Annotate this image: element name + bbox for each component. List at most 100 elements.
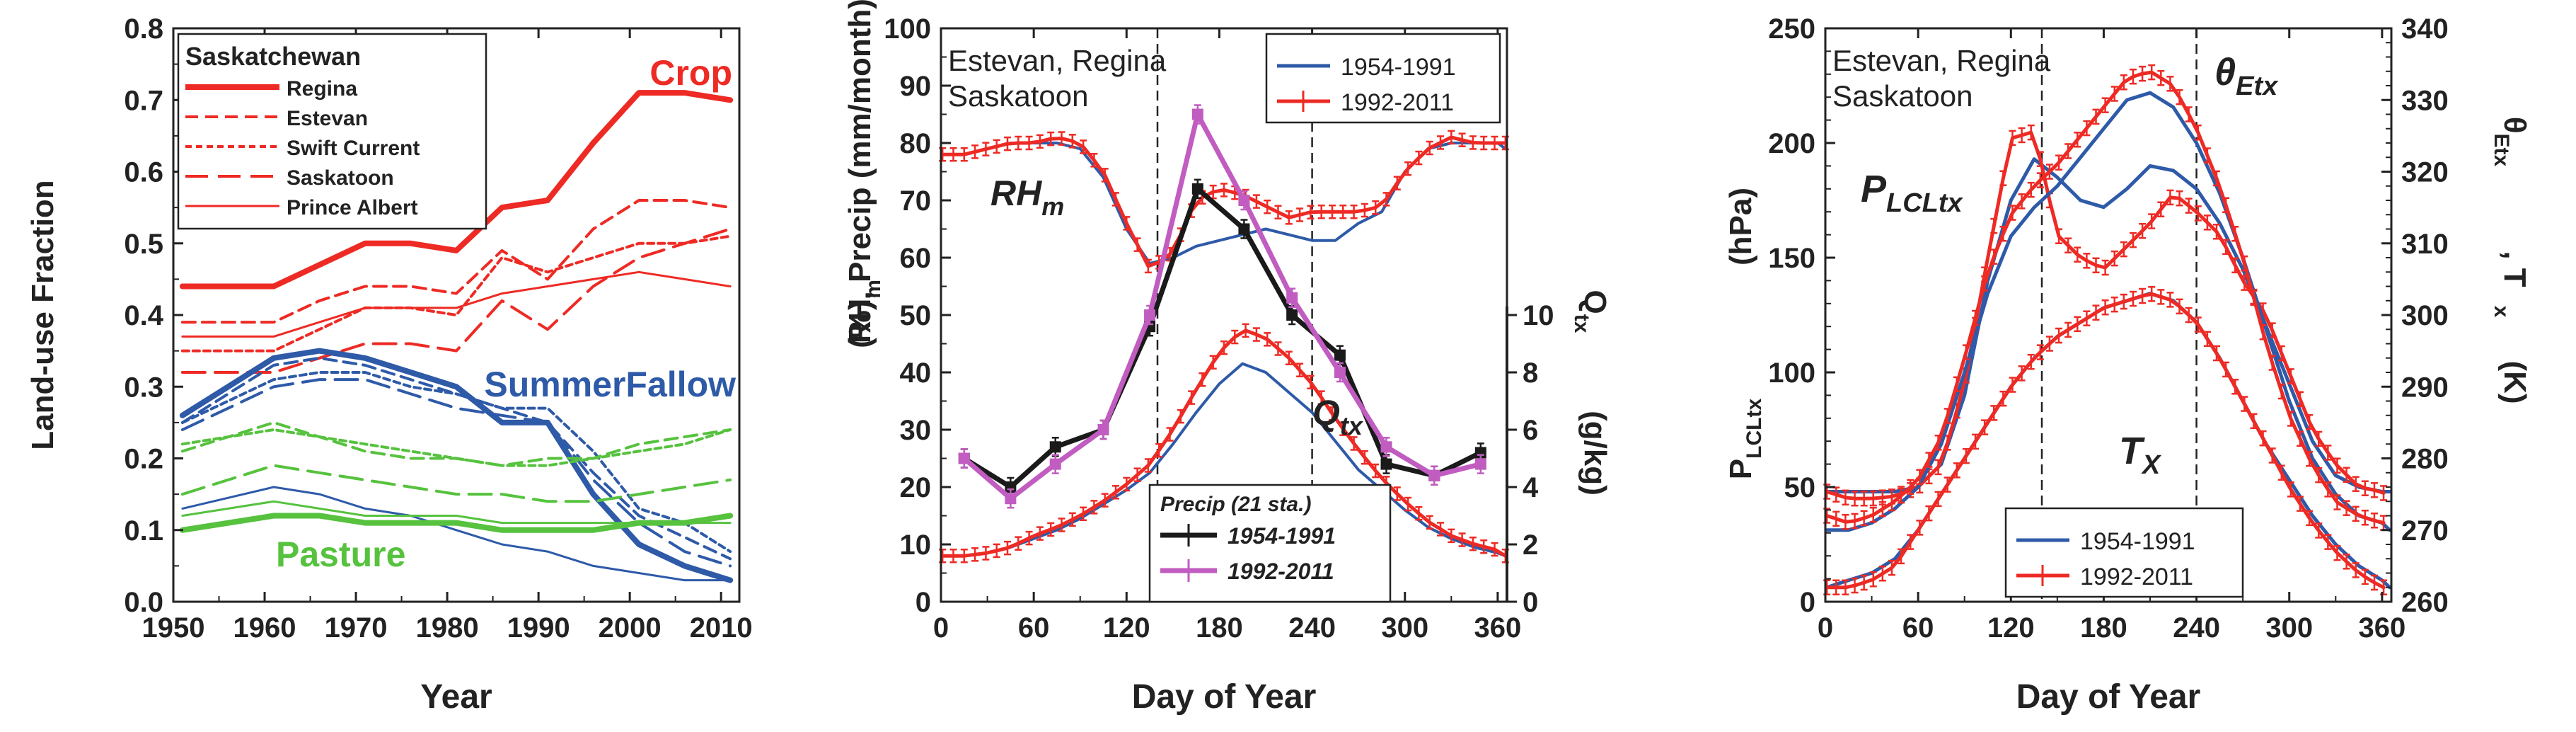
rightpanel-x-axis-label: Day of Year bbox=[2016, 678, 2201, 716]
rightpanel-y-tick-label: 200 bbox=[1768, 128, 1815, 159]
midpanel-line-precip-1992-2011-marker bbox=[1380, 441, 1392, 453]
midpanel-legend-box bbox=[1265, 33, 1501, 124]
rightpanel-y-tick-label: 150 bbox=[1768, 243, 1815, 274]
rightpanel-y2-axis-label-c: x bbox=[2490, 306, 2513, 318]
landuse-x-tick-label: 2010 bbox=[690, 612, 753, 644]
midpanel-q-annotation: Qtx bbox=[1312, 393, 1364, 440]
midpanel-station-label-2: Saskatoon bbox=[948, 79, 1088, 113]
landuse-x-tick-label: 1990 bbox=[507, 612, 570, 644]
midpanel-line-precip-1992-2011-marker bbox=[1144, 309, 1156, 321]
rightpanel-x-tick-label: 60 bbox=[1902, 612, 1934, 644]
landuse-line-summerfallow-swift-current bbox=[180, 371, 732, 554]
landuse-y-tick-label: 0.8 bbox=[124, 13, 163, 45]
landuse-legend-label: Regina bbox=[287, 77, 357, 101]
rightpanel-y-axis-label-a: PLCLtx bbox=[1723, 399, 1766, 480]
landuse-y-tick-label: 0.2 bbox=[124, 444, 163, 475]
rightpanel-y2-y-tick-label: 260 bbox=[2401, 587, 2449, 618]
landuse-line-pasture-prince-albert bbox=[181, 500, 732, 525]
midpanel-y2-axis-label-a: Qtx bbox=[1570, 290, 1612, 333]
midpanel-y-axis-label-b: (%), Precip (mm/month) bbox=[843, 0, 877, 348]
rightpanel-station-label-2: Saskatoon bbox=[1832, 79, 1973, 113]
midpanel-line-precip-1954-1991-marker bbox=[1286, 309, 1298, 321]
midpanel-y-axis-label-a-sub: m bbox=[862, 280, 885, 299]
midpanel-y-tick-label: 10 bbox=[900, 530, 932, 561]
rightpanel-station-label: Estevan, Regina bbox=[1832, 44, 2051, 77]
midpanel-rh-annotation-main: RH bbox=[990, 173, 1042, 213]
midpanel-line-precip-1992-2011-marker bbox=[1097, 424, 1109, 435]
midpanel-x-tick-label: 120 bbox=[1103, 612, 1150, 644]
rightpanel-x-tick-label: 240 bbox=[2173, 612, 2220, 644]
rightpanel-y-axis-label-a-sub: LCLtx bbox=[1743, 399, 1766, 459]
landuse-line-pasture-saskatoon bbox=[180, 464, 732, 503]
landuse-line-crop-prince-albert bbox=[181, 270, 732, 338]
landuse-line-crop-swift-current bbox=[180, 234, 732, 353]
landuse-pasture-label: Pasture bbox=[276, 534, 405, 574]
rightpanel-y2-y-tick-label: 320 bbox=[2401, 157, 2449, 188]
midpanel-y2-tick-label: 4 bbox=[1523, 472, 1539, 503]
midpanel-y-tick-label: 70 bbox=[900, 185, 932, 217]
midpanel-y-tick-label: 80 bbox=[900, 128, 932, 159]
midpanel-line-precip-1992-2011-marker bbox=[1049, 458, 1061, 470]
landuse-legend-label: Prince Albert bbox=[287, 196, 418, 219]
midpanel-y-tick-label: 30 bbox=[900, 415, 932, 446]
midpanel-line-precip-1954-1991-marker bbox=[1238, 223, 1250, 235]
rightpanel-x-tick-label: 120 bbox=[1987, 612, 2035, 644]
midpanel-y-tick-label: 90 bbox=[900, 71, 932, 102]
midpanel-x-tick-label: 300 bbox=[1381, 612, 1428, 644]
rh-precip-panel: 0 60 120 180 240 300 3600102030405060708090100… bbox=[843, 0, 1612, 716]
midpanel-y2-tick-label: 2 bbox=[1523, 530, 1538, 561]
rightpanel-y2-y-tick-label: 290 bbox=[2401, 372, 2449, 403]
midpanel-x-tick-label: 240 bbox=[1288, 612, 1336, 644]
landuse-line-summerfallow-regina bbox=[179, 348, 734, 583]
midpanel-line-precip-1954-1991-marker bbox=[1049, 441, 1061, 453]
midpanel-y-axis-label-a-main: RH bbox=[843, 299, 877, 344]
midpanel-legend-label: 1954-1991 bbox=[1341, 54, 1456, 81]
rightpanel-line--etx-1954-1991 bbox=[1825, 91, 2392, 532]
rightpanel-legend-label: 1992-2011 bbox=[2080, 564, 2193, 590]
landuse-x-tick-label: 1960 bbox=[233, 612, 296, 644]
rightpanel-y-axis-label-b: (hPa) bbox=[1723, 188, 1758, 265]
midpanel-line-precip-1954-1991-marker bbox=[1334, 349, 1346, 361]
landuse-y-tick-label: 0.6 bbox=[124, 157, 163, 188]
landuse-y-tick-label: 0.4 bbox=[124, 300, 163, 331]
midpanel-line-precip-1992-2011-marker bbox=[1191, 108, 1203, 120]
rightpanel-y2-y-tick-label: 340 bbox=[2401, 13, 2449, 45]
rightpanel-x-tick-label: 0 bbox=[1818, 612, 1833, 644]
landuse-y-tick-label: 0.1 bbox=[124, 515, 163, 547]
midpanel-q-annotation-sub: tx bbox=[1340, 411, 1364, 440]
landuse-legend-label: Saskatoon bbox=[287, 166, 394, 190]
midpanel-y-tick-label: 20 bbox=[900, 472, 932, 503]
rightpanel-y-tick-label: 100 bbox=[1768, 358, 1815, 389]
landuse-x-tick-label: 1980 bbox=[416, 612, 479, 644]
midpanel-y-tick-label: 0 bbox=[916, 587, 931, 618]
rightpanel-tx-annotation-sub: X bbox=[2141, 450, 2162, 480]
rightpanel-y2-axis-label-d: (K) bbox=[2497, 360, 2532, 404]
landuse-legend-title: Saskatchewan bbox=[185, 42, 361, 71]
rightpanel-x-tick-label: 300 bbox=[2265, 612, 2313, 644]
midpanel-x-tick-label: 0 bbox=[933, 612, 949, 644]
landuse-line-summerfallow-saskatoon bbox=[180, 378, 732, 568]
midpanel-x-axis-label: Day of Year bbox=[1132, 678, 1317, 716]
rightpanel-legend-label: 1954-1991 bbox=[2080, 528, 2195, 555]
rightpanel-y-tick-label: 50 bbox=[1784, 472, 1816, 503]
midpanel-precip-legend-box bbox=[1148, 484, 1392, 603]
landuse-crop-label: Crop bbox=[649, 53, 732, 93]
midpanel-y2-tick-label: 0 bbox=[1523, 587, 1538, 618]
midpanel-line-precip-1992-2011-marker bbox=[1334, 367, 1346, 378]
landuse-line-summerfallow-prince-albert bbox=[181, 486, 732, 582]
landuse-y-tick-label: 0.5 bbox=[124, 229, 163, 260]
lcl-theta-panel: 0 60 120 180 240 300 360 0 50 100 150 200 250 260 270 2… bbox=[1723, 13, 2532, 716]
midpanel-line-precip-1954-1991-marker bbox=[1191, 183, 1203, 195]
rightpanel-line--etx-1992-2011 bbox=[1825, 70, 2386, 525]
midpanel-y-tick-label: 40 bbox=[900, 358, 932, 389]
midpanel-rh-annotation: RHm bbox=[990, 173, 1064, 221]
midpanel-y2-tick-label: 10 bbox=[1523, 300, 1554, 331]
midpanel-rh-annotation-sub: m bbox=[1041, 192, 1064, 221]
landuse-y-axis-label: Land-use Fraction bbox=[25, 180, 60, 450]
landuse-x-tick-label: 1950 bbox=[142, 612, 205, 644]
rightpanel-y2-y-tick-label: 310 bbox=[2401, 229, 2449, 260]
midpanel-y2-axis-label-a-sub: tx bbox=[1570, 314, 1593, 333]
rightpanel-y2-y-tick-label: 300 bbox=[2401, 300, 2449, 331]
landuse-legend-label: Estevan bbox=[287, 107, 368, 130]
